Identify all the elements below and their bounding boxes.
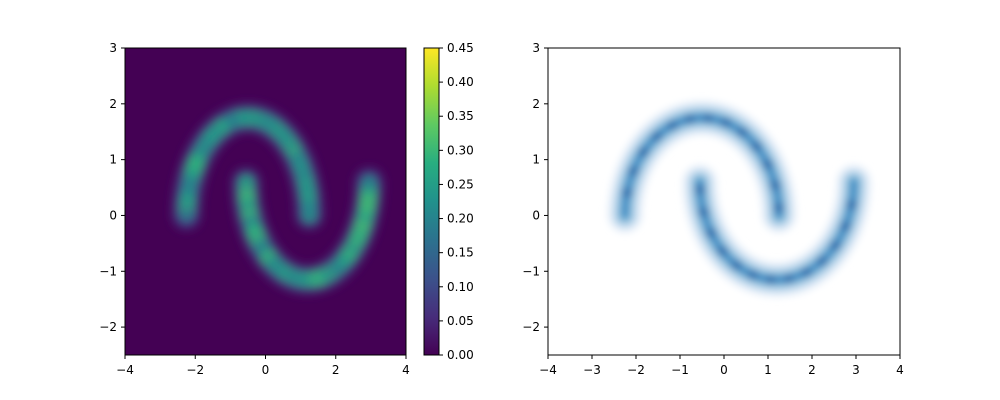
colorbar: 0.00 0.05 0.10 0.15 0.20 0.25 0.30 0.35 0.40 0.45: [423, 41, 474, 362]
kde-peak-1-68: [840, 222, 851, 231]
histogram-y-tick-label: 2: [109, 97, 117, 111]
histogram-density: [172, 103, 384, 294]
histogram-x-tick-label: 0: [262, 363, 270, 377]
kde-panel: −4 −3 −2 −1 0 1 2 3 4 −2 −1 0 1 2 3: [522, 41, 904, 377]
colorbar-tick-label: 0.35: [447, 109, 474, 123]
kde-peak-0-68: [628, 167, 639, 176]
histogram-y-tick-label: −2: [99, 320, 117, 334]
colorbar-tick-label: 0.10: [447, 280, 474, 294]
histogram-panel: −4 −2 0 2 4 −2 −1 0 1 2 3: [99, 41, 410, 377]
kde-peak-0-38: [703, 114, 714, 123]
histogram-x-tick-label: −2: [186, 363, 204, 377]
kde-density: [608, 100, 871, 297]
kde-x-tick-label: −1: [671, 363, 689, 377]
kde-peak-1-2: [695, 185, 706, 194]
colorbar-tick-label: 0.00: [447, 348, 474, 362]
kde-peak-1-38: [765, 275, 776, 284]
histogram-core-1-90: [361, 173, 378, 190]
kde-density-layer: [608, 100, 871, 297]
kde-x-tick-label: −4: [539, 363, 557, 377]
histogram-x-ticks: −4 −2 0 2 4: [116, 355, 410, 377]
kde-y-tick-label: 1: [532, 153, 540, 167]
kde-y-tick-label: 0: [532, 208, 540, 222]
kde-x-tick-label: 0: [720, 363, 728, 377]
kde-x-ticks: −4 −3 −2 −1 0 1 2 3 4: [539, 355, 904, 377]
colorbar-ticks: 0.00 0.05 0.10 0.15 0.20 0.25 0.30 0.35 0.40 0.45: [439, 41, 474, 362]
colorbar-tick-label: 0.25: [447, 177, 474, 191]
kde-x-tick-label: 2: [808, 363, 816, 377]
kde-x-tick-label: −3: [583, 363, 601, 377]
kde-peak-1-20: [717, 247, 728, 256]
kde-peak-0-56: [651, 132, 662, 141]
kde-x-tick-label: 1: [764, 363, 772, 377]
kde-peak-0-20: [751, 142, 762, 151]
kde-peak-0-14: [762, 160, 773, 169]
colorbar-tick-label: 0.30: [447, 143, 474, 157]
kde-peak-0-8: [770, 181, 781, 190]
kde-peak-0-74: [622, 188, 633, 197]
kde-peak-1-74: [846, 200, 857, 209]
kde-peak-1-32: [748, 270, 759, 279]
kde-x-tick-label: −2: [627, 363, 645, 377]
kde-peak-1-8: [698, 208, 709, 217]
kde-y-tick-label: −1: [522, 264, 540, 278]
histogram-density-layer: [172, 103, 384, 294]
colorbar-gradient: [424, 48, 439, 355]
kde-peak-1-14: [706, 229, 717, 238]
kde-peak-1-62: [830, 241, 841, 250]
colorbar-tick-label: 0.45: [447, 41, 474, 55]
kde-peak-0-32: [720, 118, 731, 127]
histogram-x-tick-label: 2: [332, 363, 340, 377]
histogram-y-tick-label: 3: [109, 41, 117, 55]
kde-peak-1-44: [783, 274, 794, 283]
histogram-y-tick-label: 0: [109, 208, 117, 222]
kde-level-4-1-80: [850, 178, 857, 185]
colorbar-tick-label: 0.20: [447, 212, 474, 226]
colorbar-frame: [423, 47, 440, 356]
kde-peak-0-62: [638, 148, 649, 157]
histogram-y-tick-label: −1: [99, 264, 117, 278]
kde-x-tick-label: 3: [852, 363, 860, 377]
colorbar-tick-label: 0.40: [447, 75, 474, 89]
histogram-core-0-90: [178, 207, 195, 224]
kde-peak-0-2: [773, 203, 784, 212]
kde-y-ticks: −2 −1 0 1 2 3: [522, 41, 548, 334]
kde-y-tick-label: 3: [532, 41, 540, 55]
colorbar-tick-label: 0.15: [447, 246, 474, 260]
histogram-x-tick-label: −4: [116, 363, 134, 377]
kde-peak-1-50: [801, 268, 812, 277]
kde-level-4-0-80: [622, 212, 628, 219]
kde-y-tick-label: −2: [522, 320, 540, 334]
histogram-y-tick-label: 1: [109, 153, 117, 167]
kde-peak-0-26: [737, 128, 748, 137]
kde-y-tick-label: 2: [532, 97, 540, 111]
histogram-x-tick-label: 4: [402, 363, 410, 377]
kde-peak-0-50: [667, 121, 678, 130]
kde-peak-1-56: [817, 256, 828, 265]
kde-peak-1-26: [731, 261, 742, 270]
kde-peak-0-44: [684, 114, 695, 123]
colorbar-tick-label: 0.05: [447, 314, 474, 328]
kde-x-tick-label: 4: [896, 363, 904, 377]
histogram-y-ticks: −2 −1 0 1 2 3: [99, 41, 125, 334]
